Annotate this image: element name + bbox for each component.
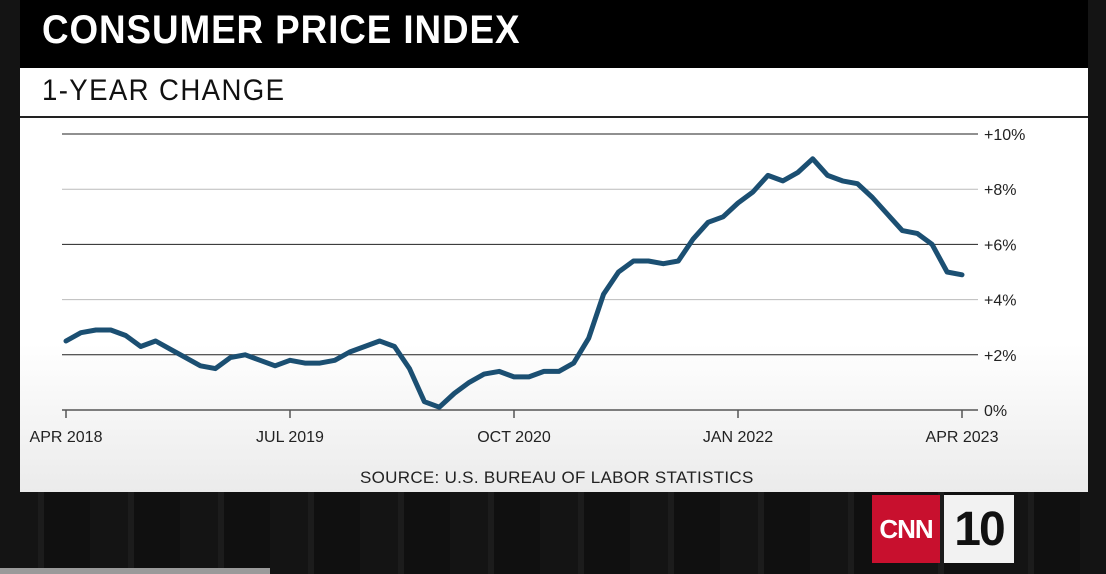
- y-tick-label: +6%: [984, 237, 1016, 254]
- x-tick-label: OCT 2020: [477, 429, 551, 446]
- y-tick-label: +4%: [984, 293, 1016, 310]
- y-tick-label: +8%: [984, 182, 1016, 199]
- progress-line: [0, 568, 270, 574]
- x-tick-label: APR 2018: [30, 429, 103, 446]
- cnn10-number-text: 10: [954, 502, 1005, 556]
- x-tick-label: JAN 2022: [703, 429, 773, 446]
- y-tick-label: +10%: [984, 127, 1025, 144]
- header-bar: [20, 0, 1088, 68]
- source-note: SOURCE: U.S. BUREAU OF LABOR STATISTICS: [360, 468, 754, 487]
- cnn10-number-logo: 10: [944, 495, 1014, 563]
- subtitle-bar: [20, 68, 1088, 118]
- page-title: CONSUMER PRICE INDEX: [42, 8, 521, 52]
- x-tick-label: JUL 2019: [256, 429, 324, 446]
- cpi-series-line: [63, 156, 965, 410]
- y-tick-label: 0%: [984, 403, 1007, 420]
- cnn-logo-text: CNN: [879, 513, 933, 544]
- chart-subtitle: 1-YEAR CHANGE: [42, 74, 286, 107]
- chart-panel: [20, 68, 1088, 492]
- x-tick-label: APR 2023: [926, 429, 999, 446]
- y-tick-label: +2%: [984, 348, 1016, 365]
- cnn-logo: CNN: [872, 495, 940, 563]
